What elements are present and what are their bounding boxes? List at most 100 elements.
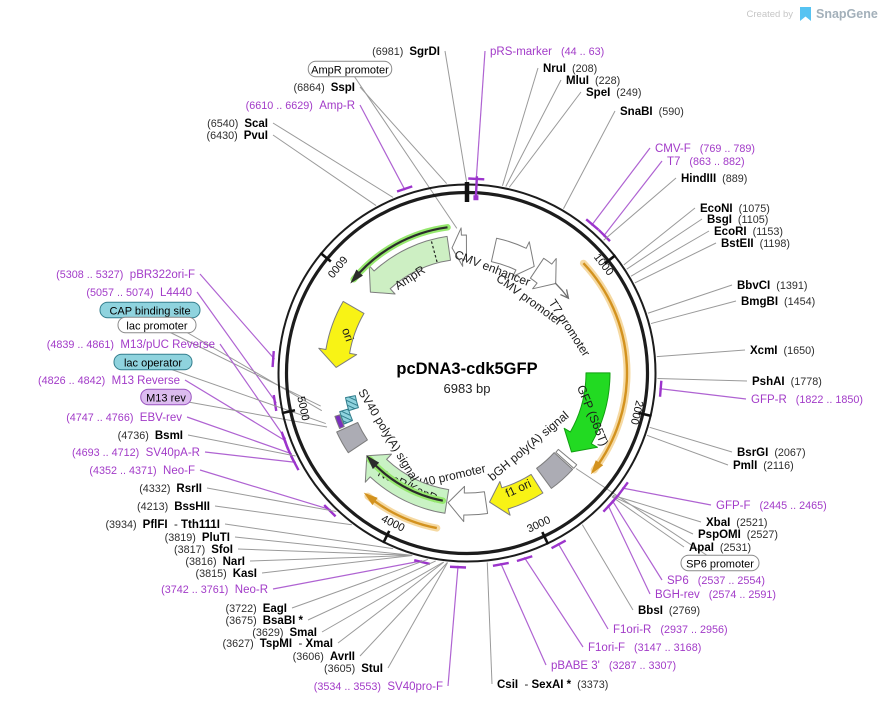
sgrdi-label[interactable]: (6981) SgrDI <box>372 46 440 58</box>
sv40-promoter[interactable] <box>447 485 489 523</box>
ampr-promoter-label[interactable]: AmpR promoter <box>311 65 389 77</box>
l4440-label[interactable]: (5057 .. 5074) L4440 <box>86 287 192 299</box>
apai-label[interactable]: ApaI (2531) <box>689 542 751 554</box>
bsmi-label[interactable]: (4736) BsmI <box>118 430 183 442</box>
tspmi-xmai-label[interactable]: (3627) TspMI - XmaI <box>222 638 333 650</box>
pbabe-3-label[interactable]: pBABE 3' (3287 .. 3307) <box>551 660 676 672</box>
pflfi-tth111i-leader-line <box>224 523 394 550</box>
csii-sexai-label[interactable]: CsiI - SexAI * (3373) <box>497 679 608 691</box>
sp6-promoter-box[interactable] <box>680 554 760 572</box>
t7-label[interactable]: T7 (863 .. 882) <box>667 156 745 168</box>
prs-marker-label[interactable]: pRS-marker (44 .. 63) <box>490 46 604 58</box>
ebv-rev-label[interactable]: (4747 .. 4766) EBV-rev <box>66 412 182 424</box>
pflfi-tth111i-label[interactable]: (3934) PflFI - Tth111I <box>105 519 220 531</box>
kasi-label[interactable]: (3815) KasI <box>195 568 257 580</box>
pvui-label[interactable]: (6430) PvuI <box>206 130 268 142</box>
econi-label[interactable]: EcoNI (1075) <box>700 203 770 215</box>
lac-operator-label[interactable]: lac operator <box>124 358 182 370</box>
nrui-label[interactable]: NruI (208) <box>543 63 597 75</box>
pmli-leader-line <box>646 434 729 466</box>
m13-puc-reverse-label[interactable]: (4839 .. 4861) M13/pUC Reverse <box>47 339 215 351</box>
xbai-label[interactable]: XbaI (2521) <box>706 517 768 529</box>
sp6-promoter-feature[interactable] <box>555 448 578 469</box>
bmgbi-label[interactable]: BmgBI (1454) <box>741 296 815 308</box>
scai-label[interactable]: (6540) ScaI <box>207 118 268 130</box>
bgh-polya[interactable] <box>536 452 574 489</box>
f1ori-f-label[interactable]: F1ori-F (3147 .. 3168) <box>588 642 701 654</box>
pshai-label[interactable]: PshAI (1778) <box>752 376 822 388</box>
sv40pa-r-label[interactable]: (4693 .. 4712) SV40pA-R <box>72 447 200 459</box>
neor-arc-arrowhead <box>366 455 380 470</box>
tick-2000 <box>638 411 652 418</box>
gfp-r-leader-line <box>659 388 747 400</box>
bsshii-label[interactable]: (4213) BssHII <box>137 501 210 513</box>
spei-label[interactable]: SpeI (249) <box>586 87 642 99</box>
bsteii-label[interactable]: BstEII (1198) <box>721 238 790 250</box>
ampr[interactable] <box>368 235 451 295</box>
snapgene-brand-text: SnapGene <box>816 7 878 21</box>
hindiii-label[interactable]: HindIII (889) <box>681 173 747 185</box>
m13-rev-box[interactable] <box>140 388 192 406</box>
ampr-promoter-box[interactable] <box>307 60 393 78</box>
neo-r-label[interactable]: (3742 .. 3761) Neo-R <box>161 584 268 596</box>
snabi-leader-line <box>563 110 616 209</box>
pbr322ori-f-leader-line <box>199 273 275 360</box>
gfp[interactable] <box>563 372 611 453</box>
kasi-leader-line <box>261 554 413 574</box>
mlui-label[interactable]: MluI (228) <box>566 75 620 87</box>
pluti-label[interactable]: (3819) PluTI <box>165 532 230 544</box>
bsgi-label[interactable]: BsgI (1105) <box>707 214 768 226</box>
lac-promoter-label[interactable]: lac promoter <box>126 321 187 333</box>
m13-rev-bar[interactable] <box>334 414 345 430</box>
tick-4000 <box>382 530 391 544</box>
sv40pro-f-label[interactable]: (3534 .. 3553) SV40pro-F <box>314 681 443 693</box>
t7-rim-mark <box>597 228 611 242</box>
f1-ori[interactable] <box>489 473 544 516</box>
m13-reverse-rim-mark <box>281 434 290 450</box>
sfoi-label[interactable]: (3817) SfoI <box>174 544 233 556</box>
bsrgi-label[interactable]: BsrGI (2067) <box>737 447 806 459</box>
eagi-label[interactable]: (3722) EagI <box>225 603 287 615</box>
m13-reverse-label[interactable]: (4826 .. 4842) M13 Reverse <box>38 375 180 387</box>
cmv-f-label[interactable]: CMV-F (769 .. 789) <box>655 143 755 155</box>
lac-promoter-box[interactable] <box>117 316 197 334</box>
sp6-promoter-label[interactable]: SP6 promoter <box>686 559 754 571</box>
bsrgi-leader-line <box>649 426 733 453</box>
cap-binding-feature[interactable] <box>345 395 359 412</box>
pspomi-label[interactable]: PspOMI (2527) <box>698 529 778 541</box>
snabi-label[interactable]: SnaBI (590) <box>620 106 684 118</box>
pbr322ori-f-label[interactable]: (5308 .. 5327) pBR322ori-F <box>56 269 195 281</box>
neo-f-label[interactable]: (4352 .. 4371) Neo-F <box>89 465 195 477</box>
f1ori-r-label[interactable]: F1ori-R (2937 .. 2956) <box>613 624 728 636</box>
f1ori-r-rim-mark <box>550 539 567 550</box>
ampr-promoter-arrow[interactable] <box>451 227 467 267</box>
sp6-label[interactable]: SP6 (2537 .. 2554) <box>667 575 765 587</box>
ecori-label[interactable]: EcoRI (1153) <box>714 226 783 238</box>
sv40pa-r-rim-mark <box>289 455 300 471</box>
pmli-label[interactable]: PmlI (2116) <box>733 460 794 472</box>
bsabi-label[interactable]: (3675) BsaBI * <box>226 615 304 627</box>
cmv-promoter[interactable] <box>529 257 557 290</box>
smai-label[interactable]: (3629) SmaI <box>252 627 317 639</box>
m13-rev-label[interactable]: M13 rev <box>146 393 186 405</box>
gfp-r-label[interactable]: GFP-R (1822 .. 1850) <box>751 394 863 406</box>
avrii-label[interactable]: (3606) AvrII <box>293 651 355 663</box>
rsrii-label[interactable]: (4332) RsrII <box>139 483 202 495</box>
ori[interactable] <box>318 300 365 368</box>
nari-label[interactable]: (3816) NarI <box>185 556 245 568</box>
cmv-enhancer[interactable] <box>490 237 535 277</box>
bbvci-label[interactable]: BbvCI (1391) <box>737 280 807 292</box>
bgh-rev-label[interactable]: BGH-rev (2574 .. 2591) <box>655 589 776 601</box>
stui-label[interactable]: (3605) StuI <box>324 663 383 675</box>
sv40-polya[interactable] <box>336 422 368 454</box>
bbsi-label[interactable]: BbsI (2769) <box>638 605 700 617</box>
lac-operator-box[interactable] <box>113 353 193 371</box>
bbsi-leader-line <box>581 524 634 611</box>
gfp-f-label[interactable]: GFP-F (2445 .. 2465) <box>716 500 827 512</box>
lac-promoter-leader-line <box>156 325 321 407</box>
cap-binding-site-label[interactable]: CAP binding site <box>109 306 190 318</box>
ebv-rev-leader-line <box>186 416 292 455</box>
xcmi-label[interactable]: XcmI (1650) <box>750 345 815 357</box>
sspi-label[interactable]: (6864) SspI <box>293 82 355 94</box>
amp-r-label[interactable]: (6610 .. 6629) Amp-R <box>246 100 355 112</box>
